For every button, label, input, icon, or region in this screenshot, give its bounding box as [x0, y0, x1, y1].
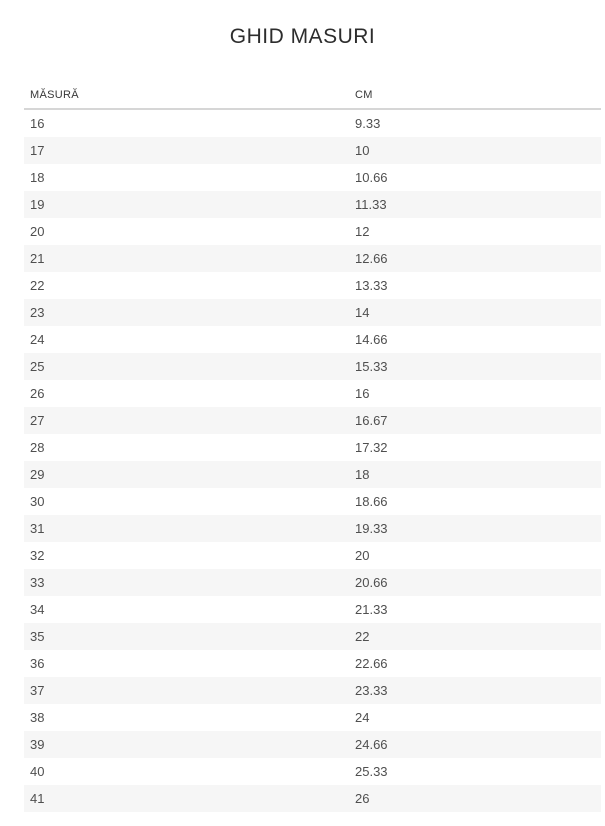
table-row: 33 20.66 — [24, 569, 601, 596]
table-row: 29 18 — [24, 461, 601, 488]
table-row: 24 14.66 — [24, 326, 601, 353]
table-row: 40 25.33 — [24, 758, 601, 785]
table-row: 22 13.33 — [24, 272, 601, 299]
cm-cell: 10.66 — [355, 170, 388, 185]
table-row: 16 9.33 — [24, 109, 601, 137]
header-row: MĂSURĂ CM — [24, 89, 601, 110]
table-row: 27 16.67 — [24, 407, 601, 434]
size-table-header: MĂSURĂ CM — [24, 89, 601, 110]
table-row: 41 26 — [24, 785, 601, 812]
table-row: 21 12.66 — [24, 245, 601, 272]
table-row: 30 18.66 — [24, 488, 601, 515]
table-row: 31 19.33 — [24, 515, 601, 542]
table-row: 38 24 — [24, 704, 601, 731]
size-cell: 23 — [30, 305, 45, 320]
table-row: 35 22 — [24, 623, 601, 650]
size-cell: 37 — [30, 683, 45, 698]
cm-cell: 22 — [355, 629, 370, 644]
cm-cell: 22.66 — [355, 656, 388, 671]
cm-cell: 21.33 — [355, 602, 388, 617]
table-row: 17 10 — [24, 137, 601, 164]
cm-cell: 24 — [355, 710, 370, 725]
cm-cell: 26 — [355, 791, 370, 806]
cm-cell: 24.66 — [355, 737, 388, 752]
size-cell: 40 — [30, 764, 45, 779]
size-cell: 29 — [30, 467, 45, 482]
column-header-cm: CM — [349, 89, 601, 110]
size-cell: 39 — [30, 737, 45, 752]
size-cell: 32 — [30, 548, 45, 563]
cm-cell: 16.67 — [355, 413, 388, 428]
size-cell: 28 — [30, 440, 45, 455]
table-row: 25 15.33 — [24, 353, 601, 380]
size-cell: 38 — [30, 710, 45, 725]
cm-cell: 19.33 — [355, 521, 388, 536]
cm-cell: 14 — [355, 305, 370, 320]
cm-cell: 16 — [355, 386, 370, 401]
size-cell: 24 — [30, 332, 45, 347]
cm-cell: 18 — [355, 467, 370, 482]
size-cell: 25 — [30, 359, 45, 374]
size-cell: 16 — [30, 116, 45, 131]
table-row: 26 16 — [24, 380, 601, 407]
size-cell: 33 — [30, 575, 45, 590]
cm-cell: 15.33 — [355, 359, 388, 374]
cm-cell: 17.32 — [355, 440, 388, 455]
size-cell: 21 — [30, 251, 45, 266]
size-cell: 20 — [30, 224, 45, 239]
cm-cell: 25.33 — [355, 764, 388, 779]
table-row: 23 14 — [24, 299, 601, 326]
cm-cell: 14.66 — [355, 332, 388, 347]
cm-cell: 9.33 — [355, 116, 381, 131]
cm-cell: 10 — [355, 143, 370, 158]
size-cell: 27 — [30, 413, 45, 428]
table-row: 20 12 — [24, 218, 601, 245]
cm-cell: 20 — [355, 548, 370, 563]
size-cell: 22 — [30, 278, 45, 293]
size-cell: 26 — [30, 386, 45, 401]
size-cell: 18 — [30, 170, 45, 185]
size-cell: 34 — [30, 602, 45, 617]
cm-cell: 23.33 — [355, 683, 388, 698]
size-table-body: 16 9.33 17 10 18 10.66 19 11.33 20 12 21… — [24, 109, 601, 812]
size-cell: 36 — [30, 656, 45, 671]
size-guide-table: MĂSURĂ CM 16 9.33 17 10 18 10.66 19 11.3… — [24, 89, 601, 812]
cm-cell: 12 — [355, 224, 370, 239]
table-row: 28 17.32 — [24, 434, 601, 461]
table-row: 39 24.66 — [24, 731, 601, 758]
size-cell: 41 — [30, 791, 45, 806]
size-cell: 35 — [30, 629, 45, 644]
size-cell: 17 — [30, 143, 45, 158]
size-guide-table-container: MĂSURĂ CM 16 9.33 17 10 18 10.66 19 11.3… — [24, 89, 601, 812]
table-row: 36 22.66 — [24, 650, 601, 677]
size-cell: 31 — [30, 521, 45, 536]
cm-cell: 20.66 — [355, 575, 388, 590]
table-row: 32 20 — [24, 542, 601, 569]
size-cell: 19 — [30, 197, 45, 212]
column-header-masura: MĂSURĂ — [24, 89, 349, 110]
page-title: GHID MASURI — [229, 25, 376, 48]
cm-cell: 12.66 — [355, 251, 388, 266]
table-row: 37 23.33 — [24, 677, 601, 704]
cm-cell: 18.66 — [355, 494, 388, 509]
table-row: 19 11.33 — [24, 191, 601, 218]
cm-cell: 11.33 — [355, 197, 387, 212]
size-cell: 30 — [30, 494, 45, 509]
table-row: 34 21.33 — [24, 596, 601, 623]
table-row: 18 10.66 — [24, 164, 601, 191]
cm-cell: 13.33 — [355, 278, 388, 293]
